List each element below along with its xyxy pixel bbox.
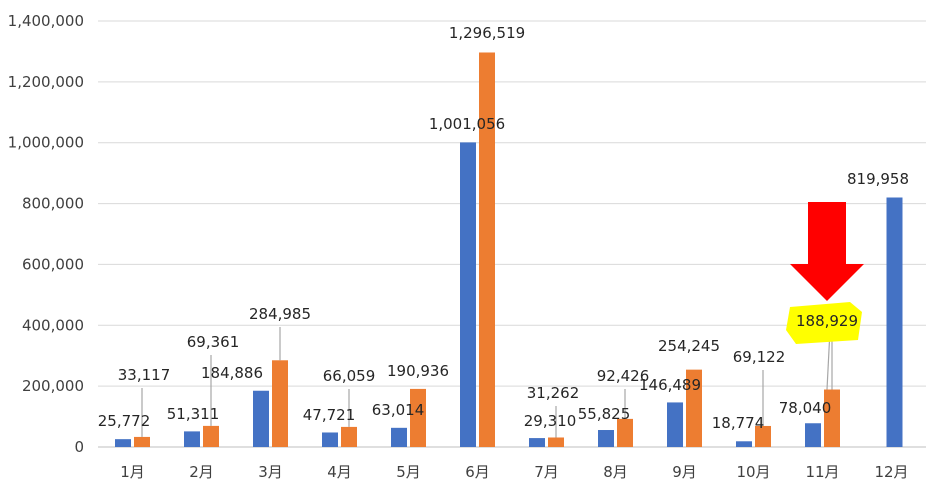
bar-series2	[134, 436, 150, 447]
x-tick-label: 4月	[327, 463, 352, 481]
data-label-series2: 92,426	[597, 367, 650, 385]
x-tick-label: 11月	[805, 463, 839, 481]
bar-series2	[341, 426, 357, 447]
data-label-series2: 33,117	[118, 366, 171, 384]
x-tick-label: 5月	[396, 463, 421, 481]
data-label-series1: 55,825	[578, 405, 631, 423]
bar-series1	[115, 439, 131, 447]
bar-series2	[548, 437, 564, 447]
data-label-series2: 190,936	[387, 362, 449, 380]
y-tick-label: 1,000,000	[8, 134, 84, 152]
bar-series1	[253, 390, 269, 447]
highlight-marker	[786, 302, 862, 344]
bar-series2	[755, 425, 771, 447]
bars	[115, 52, 903, 448]
annotations	[786, 202, 864, 344]
data-label-series2: 254,245	[658, 337, 720, 355]
y-tick-label: 800,000	[22, 195, 84, 213]
y-tick-label: 0	[74, 438, 84, 456]
data-label-series1: 63,014	[372, 401, 425, 419]
bar-series2	[203, 425, 219, 447]
data-label-series1: 146,489	[639, 376, 701, 394]
x-tick-label: 10月	[736, 463, 770, 481]
bar-series1	[322, 432, 338, 447]
bar-series2	[686, 369, 702, 447]
bar-series1	[184, 431, 200, 447]
data-label-series2: 188,929	[796, 312, 858, 330]
data-label-series1: 1,001,056	[429, 115, 505, 133]
data-label-series1: 18,774	[712, 414, 765, 432]
x-tick-label: 12月	[874, 463, 908, 481]
bar-series2	[824, 389, 840, 447]
x-tick-label: 1月	[120, 463, 145, 481]
bar-series2	[479, 52, 495, 447]
y-tick-label: 1,200,000	[8, 73, 84, 91]
bar-series1	[391, 427, 407, 447]
y-tick-label: 400,000	[22, 316, 84, 334]
x-tick-label: 6月	[465, 463, 490, 481]
y-axis-tick-labels: 0 200,000 400,000 600,000 800,000 1,000,000 1,…	[8, 12, 84, 456]
bar-series2	[617, 418, 633, 447]
data-label-series2: 69,122	[733, 348, 786, 366]
bar-series1	[598, 430, 614, 447]
bar-series1	[667, 402, 683, 447]
data-labels: 25,772 33,117 51,311 69,361 184,886 284,985 47…	[98, 24, 909, 432]
data-label-series2: 31,262	[527, 384, 580, 402]
x-tick-label: 2月	[189, 463, 214, 481]
bar-series1	[736, 441, 752, 447]
data-label-series1: 47,721	[303, 406, 356, 424]
x-axis-tick-labels: 1月 2月 3月 4月 5月 6月 7月 8月 9月 10月 11月 12月	[120, 463, 908, 481]
y-tick-label: 200,000	[22, 377, 84, 395]
bar-series2	[272, 360, 288, 447]
data-label-series2: 69,361	[187, 333, 240, 351]
data-label-series2: 284,985	[249, 305, 311, 323]
y-tick-label: 600,000	[22, 255, 84, 273]
bar-series1	[886, 197, 903, 447]
data-label-series1: 184,886	[201, 364, 263, 382]
data-label-series1: 78,040	[779, 399, 832, 417]
red-arrow-icon	[790, 202, 864, 301]
data-label-series2: 1,296,519	[449, 24, 525, 42]
bar-series1	[805, 423, 821, 447]
y-tick-label: 1,400,000	[8, 12, 84, 30]
bar-series1	[460, 142, 476, 448]
data-label-series1: 51,311	[167, 405, 220, 423]
gridlines	[98, 20, 926, 448]
data-label-series1: 29,310	[524, 412, 577, 430]
data-label-series1: 819,958	[847, 170, 909, 188]
bar-series2	[410, 388, 426, 447]
data-label-series1: 25,772	[98, 412, 151, 430]
data-label-series2: 66,059	[323, 367, 376, 385]
bar-series1	[529, 438, 545, 447]
x-tick-label: 7月	[534, 463, 559, 481]
x-tick-label: 8月	[603, 463, 628, 481]
x-tick-label: 3月	[258, 463, 283, 481]
x-tick-label: 9月	[672, 463, 697, 481]
